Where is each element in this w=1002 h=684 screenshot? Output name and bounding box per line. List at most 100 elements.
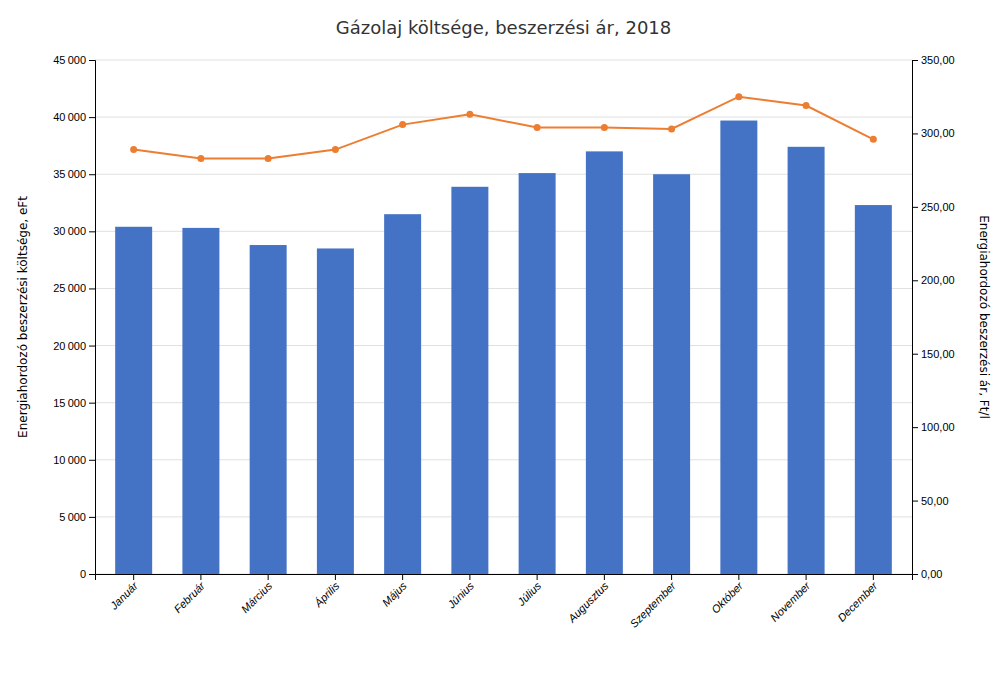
point (332, 146, 339, 153)
tick: December (835, 574, 880, 624)
tick: 10 000 (53, 454, 95, 466)
y-axis: 0 5 000 10 000 15 000 20 000 25 000 30 000 35 0… (53, 54, 95, 580)
bar (250, 245, 287, 574)
tick: 25 000 (53, 282, 95, 294)
bar (115, 227, 152, 574)
tick-label: 0 (80, 568, 86, 580)
tick-label: Március (239, 579, 275, 615)
tick-mark (89, 517, 95, 518)
tick-label: Június (444, 579, 476, 611)
tick-label: Január (107, 579, 141, 613)
tick-mark (89, 231, 95, 232)
tick-mark (912, 501, 918, 502)
tick-mark (806, 574, 807, 580)
bar (855, 205, 892, 574)
tick-label: 25 000 (53, 282, 86, 294)
bar (586, 151, 623, 574)
tick: Február (171, 574, 208, 615)
tick-mark (89, 117, 95, 118)
tick: Október (709, 574, 746, 616)
tick-label: 350,00 (921, 54, 955, 66)
tick-mark (912, 207, 918, 208)
point (130, 146, 137, 153)
tick-mark (200, 574, 201, 580)
bar (317, 248, 354, 574)
tick-label: 40 000 (53, 111, 86, 123)
tick: 150,00 (912, 348, 955, 360)
y-axis-title: Energiahordozó beszerzési költsége, eFt (16, 196, 30, 438)
tick: Július (514, 574, 543, 609)
tick-label: 150,00 (921, 348, 955, 360)
axis-line (913, 61, 919, 575)
bar (519, 173, 556, 574)
tick-mark (912, 574, 918, 575)
marks (115, 93, 892, 574)
tick-mark (537, 574, 538, 580)
tick-label: Április (311, 579, 342, 610)
tick: 0 (80, 568, 95, 580)
tick: Április (311, 574, 342, 610)
tick-mark (89, 403, 95, 404)
tick: 200,00 (912, 274, 955, 286)
tick: November (768, 574, 813, 624)
tick-label: December (835, 579, 880, 624)
point (265, 155, 272, 162)
tick: Június (444, 574, 476, 611)
tick-label: Október (709, 579, 746, 616)
bar (384, 214, 421, 574)
line (134, 97, 874, 159)
grid-line (95, 60, 912, 61)
tick-label: Július (514, 579, 543, 608)
axis-line (89, 61, 96, 575)
chart: Január Február Március Április Május Június Jú… (0, 0, 1002, 684)
tick-mark (873, 574, 874, 580)
tick-mark (402, 574, 403, 580)
tick-label: 20 000 (53, 340, 86, 352)
tick-mark (671, 574, 672, 580)
point (668, 126, 675, 133)
tick-label: 300,00 (921, 127, 955, 139)
title: Gázolaj költsége, beszerzési ár, 2018 (336, 17, 672, 38)
tick-mark (89, 460, 95, 461)
grid (95, 60, 912, 574)
bar (451, 187, 488, 574)
line-series (130, 93, 877, 162)
tick: Január (107, 574, 141, 612)
tick: Március (239, 574, 275, 615)
tick: Május (380, 574, 410, 609)
tick: 35 000 (53, 168, 95, 180)
grid-line (95, 117, 912, 118)
tick: 30 000 (53, 225, 95, 237)
tick: 0,00 (912, 568, 942, 580)
tick-mark (89, 60, 95, 61)
tick-mark (89, 174, 95, 175)
tick-label: Augusztus (565, 579, 611, 625)
tick-label: Szeptember (627, 579, 678, 630)
tick: Szeptember (627, 574, 678, 630)
tick: 20 000 (53, 340, 95, 352)
tick-label: 30 000 (53, 225, 86, 237)
tick-label: 35 000 (53, 168, 86, 180)
point (803, 102, 810, 109)
tick-mark (912, 354, 918, 355)
tick-mark (604, 574, 605, 580)
tick: 300,00 (912, 127, 955, 139)
tick-label: 50,00 (921, 495, 949, 507)
bar (653, 174, 690, 574)
tick-label: November (768, 579, 813, 624)
point (466, 111, 473, 118)
tick-mark (268, 574, 269, 580)
tick-label: 0,00 (921, 568, 942, 580)
tick: 45 000 (53, 54, 95, 66)
tick-label: Május (380, 579, 410, 609)
point (601, 124, 608, 131)
tick-mark (89, 288, 95, 289)
tick: 5 000 (59, 511, 95, 523)
tick: 15 000 (53, 397, 95, 409)
tick-label: Február (171, 579, 208, 616)
point (870, 136, 877, 143)
tick-mark (335, 574, 336, 580)
tick-mark (133, 574, 134, 580)
y2-axis-title: Energiahordozó beszerzési ár, Ft/l (977, 215, 991, 419)
tick-label: 45 000 (53, 54, 86, 66)
